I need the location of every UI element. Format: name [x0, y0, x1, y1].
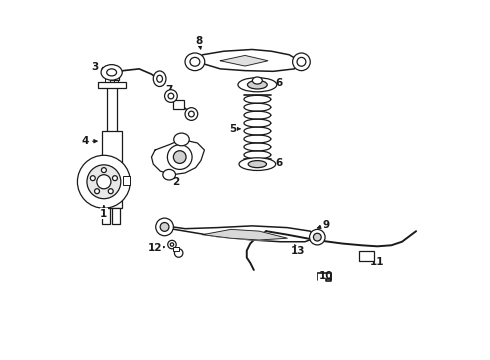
Circle shape: [108, 189, 113, 194]
Text: 4: 4: [82, 136, 89, 146]
Ellipse shape: [153, 71, 166, 86]
Text: 1: 1: [100, 208, 107, 219]
Ellipse shape: [190, 57, 200, 66]
Ellipse shape: [168, 240, 176, 249]
Circle shape: [156, 218, 173, 236]
Ellipse shape: [168, 93, 174, 99]
Ellipse shape: [293, 53, 310, 71]
Circle shape: [173, 151, 186, 163]
FancyBboxPatch shape: [102, 131, 122, 208]
Text: 5: 5: [229, 124, 236, 134]
Text: 7: 7: [166, 85, 173, 95]
Text: 8: 8: [196, 36, 203, 46]
Ellipse shape: [174, 249, 183, 257]
Ellipse shape: [107, 69, 117, 76]
Circle shape: [168, 145, 192, 170]
FancyBboxPatch shape: [102, 208, 110, 224]
Text: 9: 9: [322, 220, 330, 230]
Text: 6: 6: [275, 158, 282, 168]
Ellipse shape: [171, 243, 173, 246]
Polygon shape: [194, 49, 301, 71]
FancyBboxPatch shape: [98, 82, 126, 88]
Text: 12: 12: [148, 243, 162, 253]
Ellipse shape: [185, 108, 198, 120]
Ellipse shape: [239, 158, 276, 171]
FancyBboxPatch shape: [173, 247, 179, 251]
Circle shape: [77, 155, 130, 208]
Circle shape: [90, 176, 95, 181]
Circle shape: [314, 233, 321, 241]
FancyBboxPatch shape: [110, 69, 119, 80]
FancyBboxPatch shape: [172, 100, 184, 109]
Text: 10: 10: [319, 271, 333, 281]
Ellipse shape: [157, 75, 163, 82]
Circle shape: [87, 165, 121, 199]
Circle shape: [160, 222, 169, 231]
Ellipse shape: [247, 81, 267, 89]
Ellipse shape: [189, 111, 194, 117]
Ellipse shape: [185, 53, 205, 71]
FancyBboxPatch shape: [359, 251, 374, 261]
Circle shape: [101, 168, 106, 172]
Ellipse shape: [174, 133, 189, 146]
Ellipse shape: [252, 77, 262, 84]
Text: 11: 11: [370, 257, 385, 267]
Ellipse shape: [163, 170, 175, 180]
Polygon shape: [151, 139, 204, 175]
Polygon shape: [220, 55, 268, 66]
Ellipse shape: [297, 57, 306, 66]
Ellipse shape: [101, 65, 122, 80]
FancyBboxPatch shape: [123, 176, 130, 185]
Polygon shape: [203, 229, 287, 240]
Ellipse shape: [238, 78, 277, 92]
Text: 13: 13: [291, 246, 305, 256]
Circle shape: [310, 229, 325, 245]
Ellipse shape: [165, 90, 177, 102]
Polygon shape: [164, 226, 318, 242]
Ellipse shape: [248, 161, 267, 168]
Circle shape: [95, 189, 99, 194]
FancyBboxPatch shape: [112, 208, 120, 224]
Circle shape: [113, 176, 118, 181]
Circle shape: [97, 175, 111, 189]
Text: 3: 3: [92, 62, 98, 72]
Text: 2: 2: [172, 177, 180, 187]
Text: 6: 6: [275, 78, 282, 88]
